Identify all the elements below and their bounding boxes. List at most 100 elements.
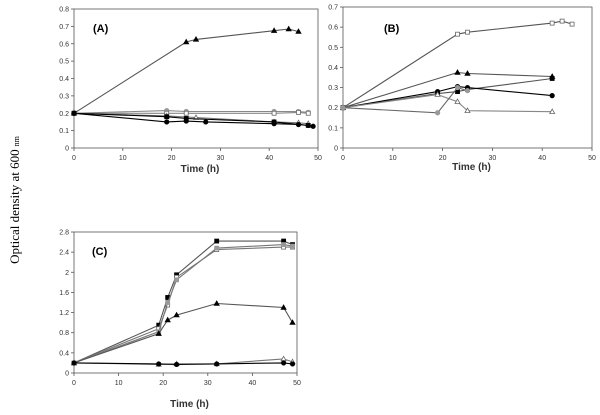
y-tick-label: 2.8: [59, 230, 69, 237]
data-point: [183, 116, 189, 121]
y-tick-label: 0.8: [59, 330, 69, 337]
data-point: [271, 119, 277, 125]
data-point: [155, 330, 162, 336]
data-point: [296, 109, 301, 115]
data-point: [173, 361, 180, 368]
y-tick-label: 0.7: [59, 24, 69, 31]
y-tick-label: 0.6: [59, 41, 69, 48]
x-tick-label: 20: [439, 155, 447, 162]
y-tick-label: 0: [65, 146, 69, 153]
x-tick-label: 30: [204, 380, 212, 387]
y-tick-label: 0.7: [328, 5, 338, 12]
data-point: [173, 311, 180, 318]
y-tick-label: 0.1: [59, 128, 69, 135]
data-point: [434, 91, 441, 97]
data-point: [549, 108, 556, 114]
plot-border: [73, 231, 298, 374]
y-tick-label: 2.4: [59, 250, 69, 257]
data-point: [290, 243, 295, 249]
y-tick-label: 0.5: [328, 45, 338, 52]
x-tick-label: 40: [265, 155, 273, 162]
y-tick-label: 0.3: [328, 85, 338, 92]
data-point: [164, 316, 171, 323]
y-tick-label: 0.2: [59, 111, 69, 118]
series-line: [73, 240, 293, 364]
x-axis-label: Time (h): [170, 399, 209, 410]
x-tick-label: 0: [72, 155, 76, 162]
series-line: [73, 246, 293, 364]
data-point: [549, 20, 555, 26]
y-tick-label: 0: [65, 371, 69, 378]
data-point: [455, 31, 460, 37]
y-tick-label: 0.4: [328, 65, 338, 72]
data-point: [435, 110, 441, 116]
data-point: [454, 69, 461, 75]
chart-panel-c: 0 0.4 0.8 1.2 1.6 2 2.4 2.8 0 10 20 30 40 50 Time (h) (…: [59, 230, 301, 411]
data-point: [549, 76, 555, 81]
x-tick-label: 30: [217, 155, 225, 162]
x-tick-label: 10: [119, 155, 127, 162]
data-point: [465, 29, 470, 35]
x-tick-label: 0: [341, 155, 345, 162]
data-point: [164, 119, 170, 125]
x-tick-label: 50: [314, 155, 322, 162]
y-tick-label: 1.6: [59, 290, 69, 297]
data-point: [71, 360, 77, 366]
x-axis-label: Time (h): [181, 164, 220, 175]
data-point: [310, 123, 316, 129]
data-point: [192, 35, 200, 42]
y-axis-label-text: Optical density at 600: [7, 149, 22, 263]
data-point: [559, 18, 565, 24]
data-point: [183, 110, 189, 116]
data-point: [174, 277, 179, 283]
data-point: [281, 242, 287, 247]
y-tick-label: 0.8: [59, 7, 69, 14]
x-tick-label: 50: [588, 155, 596, 162]
data-point: [165, 300, 171, 305]
y-axis-label: Optical density at 600 nm: [7, 135, 22, 263]
chart-panel-b: 0 0.1 0.2 0.3 0.4 0.5 0.6 0.7 0 10 20 30 40 50 Time (h…: [328, 5, 596, 174]
data-point: [164, 114, 170, 120]
data-point: [280, 304, 287, 310]
y-tick-label: 0.4: [59, 350, 69, 357]
data-point: [340, 105, 346, 111]
y-tick-label: 0.2: [328, 105, 338, 112]
series-line: [342, 71, 553, 109]
x-tick-label: 20: [168, 155, 176, 162]
data-point: [203, 119, 209, 125]
y-tick-label: 0.6: [328, 25, 338, 32]
data-point: [156, 361, 162, 367]
data-point: [214, 361, 220, 367]
x-tick-label: 40: [538, 155, 546, 162]
panel-label: (C): [92, 246, 108, 258]
data-point: [305, 123, 311, 128]
x-axis-label: Time (h): [452, 162, 491, 173]
x-tick-label: 0: [72, 380, 76, 387]
y-axis-label-unit: nm: [12, 135, 21, 146]
x-tick-label: 30: [489, 155, 497, 162]
y-tick-label: 0.1: [328, 125, 338, 132]
data-point: [213, 300, 220, 306]
data-point: [285, 25, 292, 32]
data-point: [464, 87, 471, 94]
data-point: [569, 21, 575, 27]
data-point: [214, 245, 220, 251]
data-point: [289, 361, 296, 367]
panel-label: (A): [93, 23, 109, 35]
series-line: [73, 244, 293, 364]
y-tick-label: 0: [334, 146, 338, 153]
panel-label: (B): [384, 23, 400, 35]
x-tick-label: 20: [159, 380, 167, 387]
series-line: [342, 86, 468, 114]
data-point: [454, 84, 461, 91]
y-tick-label: 0.5: [59, 59, 69, 66]
x-tick-label: 10: [389, 155, 397, 162]
y-tick-label: 2: [65, 270, 69, 277]
x-tick-label: 10: [115, 380, 123, 387]
data-point: [289, 319, 296, 325]
data-point: [214, 238, 220, 244]
data-point: [295, 28, 302, 34]
series-line: [342, 86, 553, 109]
y-tick-label: 0.4: [59, 76, 69, 83]
